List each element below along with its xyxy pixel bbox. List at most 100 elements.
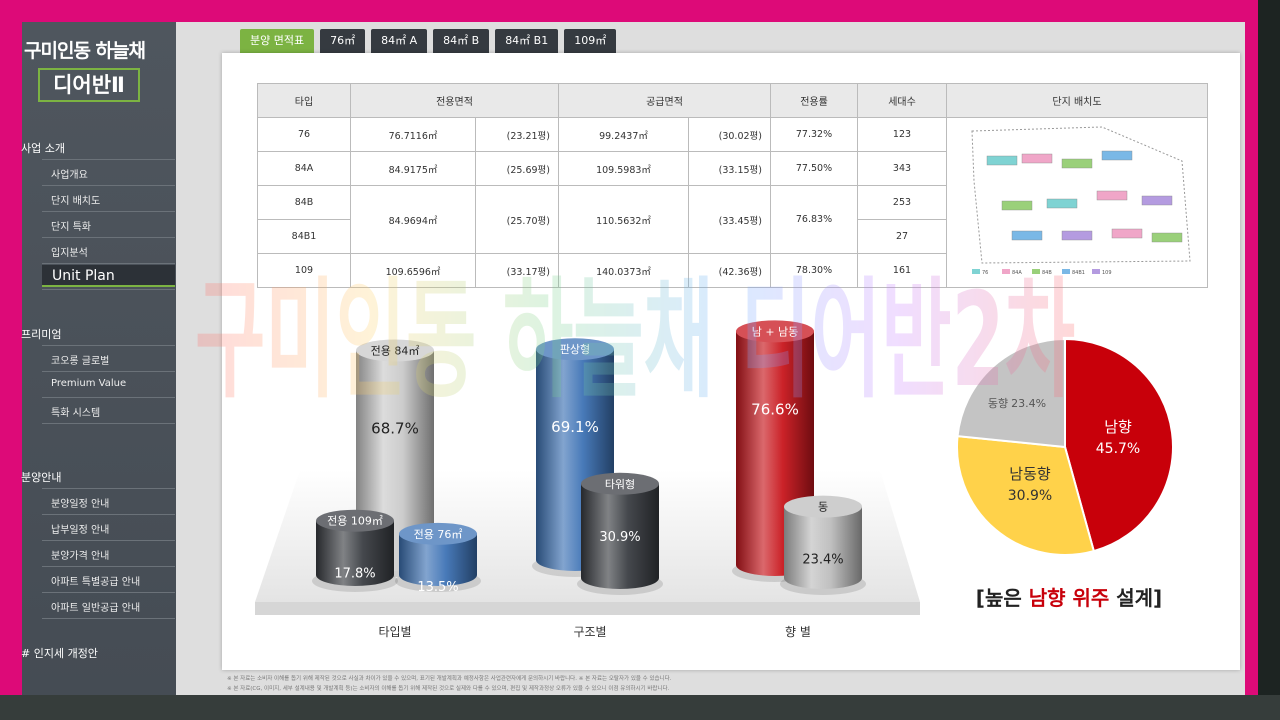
table-cell: 343 xyxy=(857,151,947,186)
tab[interactable]: 분양 면적표 xyxy=(240,29,315,53)
cylinder-top xyxy=(356,339,434,362)
legend-label: 84B1 xyxy=(1072,270,1085,276)
menu-separator xyxy=(42,263,175,264)
bottom-band xyxy=(0,695,1280,720)
table-header-cell: 세대수 xyxy=(857,83,947,118)
tab[interactable]: 84㎡ B xyxy=(433,29,490,53)
table-cell: 161 xyxy=(857,253,947,288)
tab[interactable]: 84㎡ B1 xyxy=(495,29,559,53)
menu-item[interactable]: Premium Value xyxy=(51,378,127,389)
menu-item[interactable]: 입지분석 xyxy=(51,248,88,259)
menu-section-title: 분양안내 xyxy=(21,471,62,484)
site-building xyxy=(1141,195,1173,206)
area-table: 타입 전용면적 공급면적 전용률 세대수 단지 배치도 76 76.7116㎡ (23.21평)… xyxy=(257,83,1208,288)
site-plan-cell: 76 84A 84B 84B1 109 xyxy=(946,117,1208,288)
table-cell: 84.9694㎡ xyxy=(350,185,476,254)
site-building xyxy=(1111,228,1143,239)
table-cell: 109 xyxy=(257,253,351,288)
cylinder-name: 판상형 xyxy=(560,343,590,356)
site-plan: 76 84A 84B 84B1 109 xyxy=(971,126,1191,276)
site-building xyxy=(1061,158,1093,169)
pie-label: 동향 23.4% xyxy=(988,397,1046,410)
cylinder-value: 30.9% xyxy=(599,530,640,545)
menu-separator xyxy=(42,540,175,541)
legend-swatch xyxy=(1002,269,1010,274)
pie-slice-name: 동향 xyxy=(988,397,1008,410)
cylinder-value: 68.7% xyxy=(371,419,419,437)
cylinder-top xyxy=(581,472,659,495)
table-cell: (33.17평) xyxy=(475,253,559,288)
cylinder-body xyxy=(581,483,659,589)
table-cell: 78.30% xyxy=(770,253,858,288)
legend-swatch xyxy=(1062,269,1070,274)
menu-item[interactable]: 코오롱 글로벌 xyxy=(51,356,110,367)
pie-slice-value: 30.9% xyxy=(1008,488,1052,504)
table-cell: 140.0373㎡ xyxy=(558,253,689,288)
menu-separator xyxy=(42,345,175,346)
menu-item[interactable]: 사업개요 xyxy=(51,170,88,181)
menu-separator xyxy=(42,488,175,489)
table-row: 84B 84.9694㎡ (25.70평) 110.5632㎡ (33.45평) 76.8… xyxy=(257,185,1208,254)
tab[interactable]: 76㎡ xyxy=(320,29,366,53)
chart-category-label: 향 별 xyxy=(785,625,811,639)
table-row: 109 109.6596㎡ (33.17평) 140.0373㎡ (42.36평) 78.… xyxy=(257,253,1208,288)
menu-item[interactable]: 분양일정 안내 xyxy=(51,499,110,510)
table-cell: 27 xyxy=(857,219,947,254)
table-header-cell: 공급면적 xyxy=(558,83,771,118)
menu-item[interactable]: 아파트 특별공급 안내 xyxy=(51,577,141,588)
site-building xyxy=(1021,153,1053,164)
brand-title: 구미인동 하늘채 xyxy=(24,40,146,62)
table-header-row: 타입 전용면적 공급면적 전용률 세대수 단지 배치도 xyxy=(257,83,1208,118)
site-building xyxy=(1046,198,1078,209)
site-boundary xyxy=(971,126,1191,264)
tab[interactable]: 109㎡ xyxy=(564,29,617,53)
pie-slice xyxy=(956,337,1066,449)
brand-subtitle: 디어반Ⅱ xyxy=(38,68,140,102)
menu-item-active[interactable]: Unit Plan xyxy=(42,265,175,287)
legend-label: 76 xyxy=(982,270,988,276)
cylinder-name: 전용 76㎡ xyxy=(414,528,463,541)
table-cell: 110.5632㎡ xyxy=(558,185,689,254)
cylinder-name: 타워형 xyxy=(605,478,635,491)
footnote: ※ 본 자료(CG, 이미지, 세부 설계내용 및 개발계획 등)는 소비자의 … xyxy=(227,686,670,692)
cylinder-value: 69.1% xyxy=(551,418,599,436)
legend-label: 109 xyxy=(1102,270,1112,276)
table-header-cell: 전용률 xyxy=(770,83,858,118)
caption-part: 설계] xyxy=(1109,586,1162,610)
cylinder-top xyxy=(536,338,614,361)
tab[interactable]: 84㎡ A xyxy=(371,29,428,53)
menu-separator xyxy=(42,566,175,567)
menu-item[interactable]: 단지 특화 xyxy=(51,222,91,233)
site-building xyxy=(1061,230,1093,241)
menu-item[interactable]: 분양가격 안내 xyxy=(51,551,110,562)
cylinder-top xyxy=(399,522,477,545)
cylinder-value: 23.4% xyxy=(802,553,843,568)
cylinder-name: 전용 84㎡ xyxy=(371,344,420,357)
table-cell: 76.7116㎡ xyxy=(350,117,476,152)
menu-separator xyxy=(42,514,175,515)
cylinder-value: 13.5% xyxy=(417,580,458,595)
table-row: 84B1 27 xyxy=(257,219,1208,254)
table-cell: 109.5983㎡ xyxy=(558,151,689,186)
site-building xyxy=(1151,232,1183,243)
menu-item[interactable]: 아파트 일반공급 안내 xyxy=(51,603,141,614)
cylinder xyxy=(780,495,866,595)
cylinder-body xyxy=(784,506,862,589)
table-row: 76 76.7116㎡ (23.21평) 99.2437㎡ (30.02평) 77.32%… xyxy=(257,117,1208,288)
pie-slice-value: 45.7% xyxy=(1096,441,1140,457)
menu-item[interactable]: 단지 배치도 xyxy=(51,196,101,207)
chart-category-label: 구조별 xyxy=(573,625,606,639)
legend-swatch xyxy=(1092,269,1100,274)
table-cell: 84B xyxy=(257,185,351,220)
site-building xyxy=(1011,230,1043,241)
cylinder xyxy=(577,472,663,595)
menu-item[interactable]: 납부일정 안내 xyxy=(51,525,110,536)
right-band xyxy=(1258,0,1280,720)
site-building xyxy=(1096,190,1128,201)
table-cell: 99.2437㎡ xyxy=(558,117,689,152)
footnote: ※ 본 자료는 소비자 이해를 돕기 위해 제작된 것으로 사실과 차이가 있을… xyxy=(227,676,672,682)
table-row: 84A 84.9175㎡ (25.69평) 109.5983㎡ (33.15평) 77.5… xyxy=(257,151,1208,186)
menu-item[interactable]: 특화 시스템 xyxy=(51,408,101,419)
watermark: 구미인동 하늘채 디어반2차 xyxy=(195,264,1075,416)
